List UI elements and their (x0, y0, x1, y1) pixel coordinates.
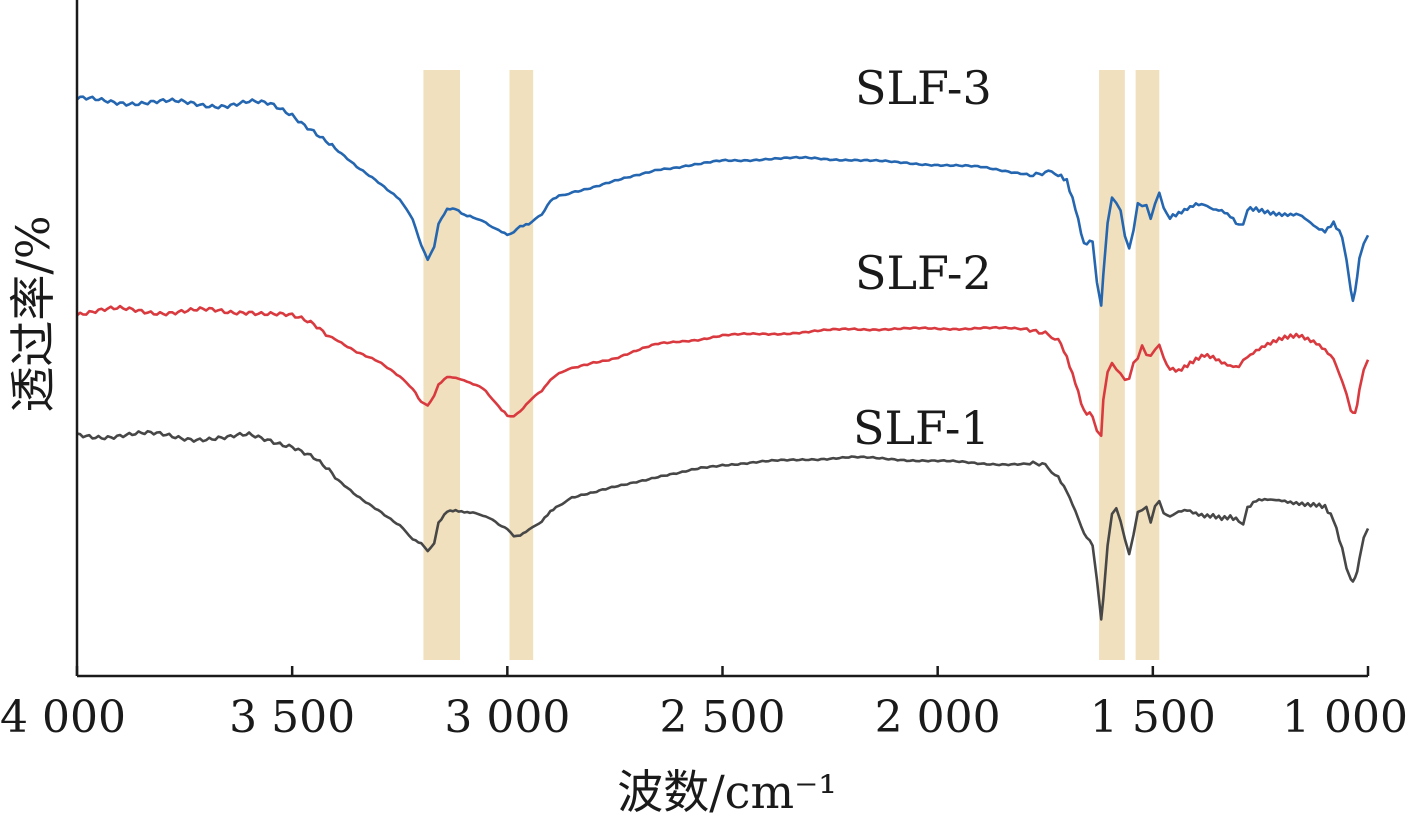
highlight-band-1 (423, 70, 460, 660)
x-tick-label-1500: 1 500 (1090, 692, 1216, 743)
x-tick-label-2000: 2 000 (875, 692, 1001, 743)
x-tick-label-3000: 3 000 (444, 692, 570, 743)
y-axis-label: 透过率/% (6, 215, 60, 412)
series-line-slf-2 (76, 304, 1370, 438)
x-tick-label-2500: 2 500 (660, 692, 786, 743)
highlight-band-4 (1135, 70, 1160, 660)
highlight-bands (423, 70, 1160, 660)
x-tick-labels: 4 000 3 500 3 000 2 500 2 000 1 500 1 000 (0, 692, 1408, 743)
series-line-slf-3 (76, 95, 1370, 307)
series-line-slf-1 (76, 429, 1370, 621)
x-tick-label-1000: 1 000 (1282, 692, 1408, 743)
x-tick-label-3500: 3 500 (229, 692, 355, 743)
highlight-band-2 (509, 70, 534, 660)
series-label-slf-1: SLF-1 (853, 401, 990, 455)
x-axis-label: 波数/cm⁻¹ (617, 765, 837, 818)
series-label-slf-2: SLF-2 (855, 246, 992, 300)
x-tick-label-4000: 4 000 (0, 692, 126, 743)
x-ticks (75, 666, 1370, 676)
series-label-slf-3: SLF-3 (855, 61, 992, 115)
series-lines (76, 95, 1370, 621)
